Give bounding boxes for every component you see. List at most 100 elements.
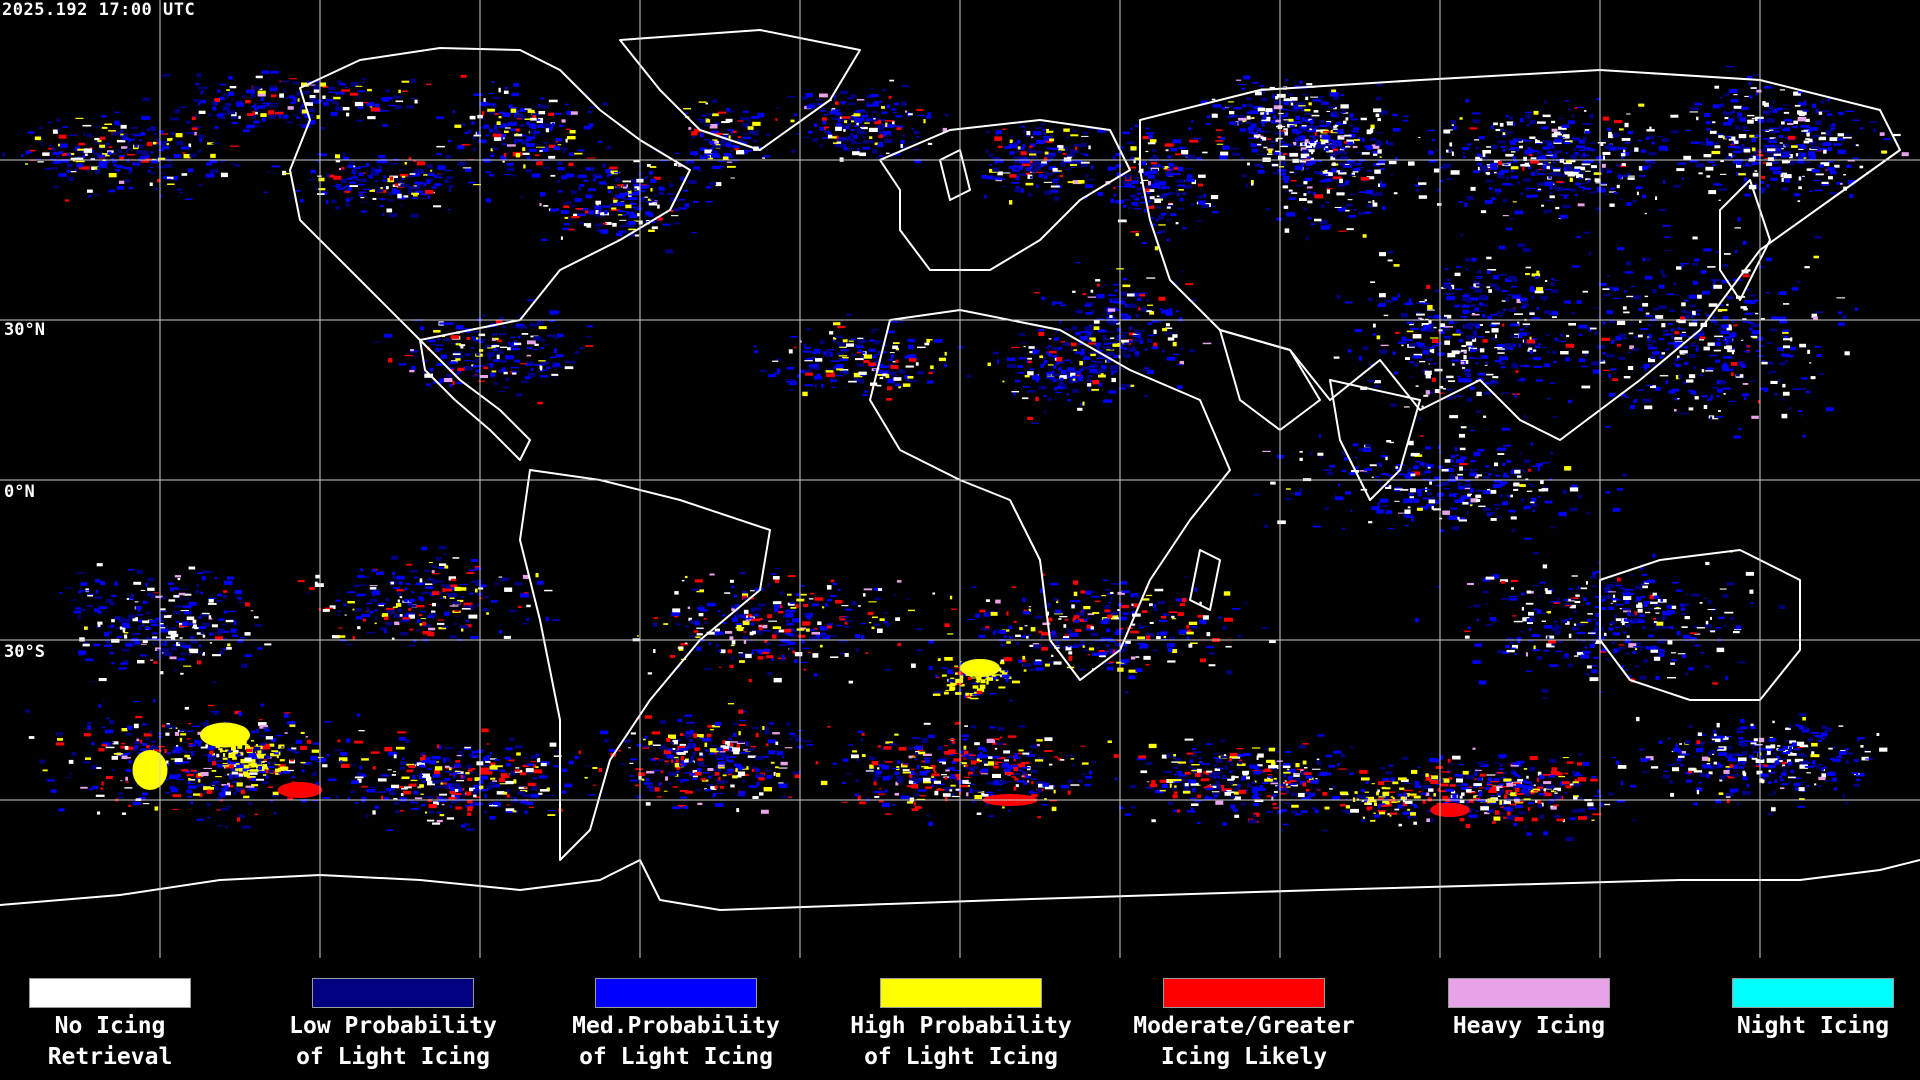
icing-pixel — [1359, 191, 1367, 194]
icing-pixel — [823, 126, 826, 131]
icing-pixel — [566, 110, 573, 116]
icing-pixel — [526, 121, 529, 124]
icing-pixel — [1551, 120, 1556, 124]
icing-pixel — [335, 206, 340, 210]
icing-pixel — [1408, 343, 1418, 347]
icing-pixel — [1021, 163, 1031, 167]
icing-pixel — [598, 181, 607, 185]
icing-pixel — [533, 364, 543, 366]
icing-pixel — [1644, 295, 1649, 298]
icing-pixel — [1650, 355, 1656, 359]
icing-pixel — [378, 155, 386, 158]
icing-pixel — [574, 152, 583, 155]
icing-pixel — [1661, 352, 1665, 355]
icing-pixel — [536, 120, 543, 123]
icing-pixel — [1623, 149, 1626, 153]
icing-pixel — [868, 127, 878, 132]
icing-pixel — [170, 636, 176, 640]
icing-pixel — [1737, 360, 1746, 363]
icing-pixel — [1781, 353, 1791, 357]
icing-pixel — [1778, 291, 1787, 295]
icing-pixel — [775, 118, 778, 121]
icing-pixel — [510, 128, 517, 132]
icing-pixel — [612, 222, 617, 227]
icing-pixel — [1706, 175, 1711, 178]
icing-pixel — [878, 131, 884, 135]
icing-pixel — [1196, 157, 1202, 161]
icing-pixel — [1428, 499, 1436, 504]
icing-pixel — [802, 136, 811, 138]
icing-pixel — [671, 215, 679, 217]
icing-pixel — [1477, 298, 1483, 300]
icing-pixel — [490, 152, 495, 155]
icing-pixel — [1283, 119, 1290, 121]
icing-pixel — [1075, 146, 1078, 151]
icing-pixel — [665, 249, 674, 254]
icing-pixel — [1458, 433, 1466, 438]
icing-pixel — [507, 122, 516, 126]
icing-pixel — [821, 383, 824, 388]
icing-pixel — [108, 173, 117, 178]
icing-pixel — [1303, 207, 1307, 211]
icing-pixel — [1602, 163, 1606, 168]
icing-pixel — [1723, 336, 1730, 339]
icing-pixel — [159, 671, 164, 675]
icing-pixel — [446, 322, 454, 325]
icing-pixel — [433, 205, 442, 208]
icing-pixel — [856, 122, 859, 126]
icing-pixel — [1749, 327, 1753, 330]
icing-pixel — [585, 345, 594, 347]
icing-pixel — [271, 165, 280, 168]
icing-pixel — [534, 343, 539, 346]
icing-pixel — [472, 360, 476, 363]
icing-pixel — [1444, 459, 1451, 463]
icing-pixel — [1573, 148, 1576, 152]
icing-pixel — [147, 587, 155, 591]
icing-pixel — [1500, 169, 1509, 174]
icing-pixel — [1140, 168, 1144, 173]
icing-pixel — [1655, 196, 1658, 200]
icing-pixel — [670, 209, 674, 213]
icing-pixel — [1422, 369, 1428, 372]
icing-pixel — [1721, 382, 1728, 384]
icing-pixel — [1551, 128, 1558, 132]
icing-pixel — [1428, 150, 1434, 155]
icing-pixel — [875, 158, 884, 159]
icing-pixel — [1428, 159, 1438, 163]
icing-pixel — [1370, 127, 1374, 133]
icing-pixel — [1349, 162, 1358, 166]
icing-pixel — [169, 627, 176, 630]
icing-pixel — [526, 136, 536, 140]
icing-pixel — [1462, 156, 1467, 158]
icing-pixel — [1032, 375, 1040, 380]
icing-pixel — [1814, 345, 1821, 348]
icing-pixel — [885, 122, 888, 128]
icing-pixel — [1677, 398, 1680, 400]
icing-pixel — [329, 174, 335, 178]
icing-pixel — [1795, 182, 1800, 184]
icing-pixel — [1456, 476, 1463, 480]
icing-pixel — [1422, 350, 1429, 355]
icing-pixel — [1369, 464, 1377, 467]
icing-pixel — [683, 189, 688, 192]
icing-pixel — [551, 124, 554, 128]
icing-pixel — [335, 154, 341, 159]
icing-pixel — [1300, 153, 1310, 159]
icing-pixel — [1405, 339, 1413, 342]
icing-pixel — [1454, 395, 1463, 397]
icing-pixel — [433, 175, 439, 178]
icing-pixel — [648, 229, 655, 232]
icing-pixel — [344, 614, 347, 616]
icing-pixel — [254, 616, 259, 619]
icing-pixel — [185, 198, 193, 200]
icing-pixel — [833, 97, 837, 100]
icing-pixel — [1648, 152, 1657, 156]
icing-pixel — [1171, 173, 1181, 175]
icing-pixel — [1526, 490, 1533, 492]
icing-pixel — [1779, 319, 1788, 324]
icing-pixel — [863, 354, 872, 359]
icing-pixel — [1361, 152, 1370, 155]
icing-pixel — [1406, 330, 1414, 333]
icing-pixel — [1080, 351, 1085, 356]
icing-pixel — [116, 139, 126, 143]
